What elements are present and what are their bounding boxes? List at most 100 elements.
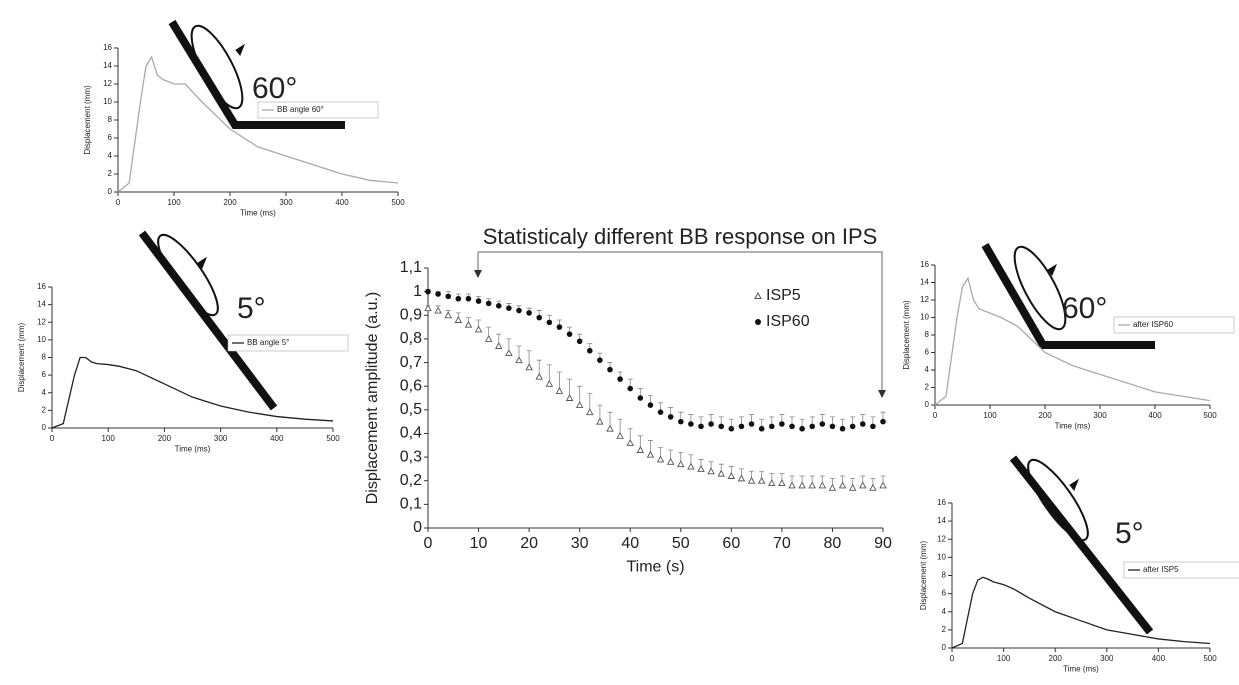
marker: [607, 426, 613, 432]
legend-label: ISP60: [766, 313, 810, 330]
marker: [799, 426, 805, 432]
chart: 02468101214160100200300400500Time (ms)Di…: [83, 43, 405, 218]
legend-label: BB angle 60°: [277, 105, 324, 114]
x-axis-label: Time (ms): [240, 209, 276, 218]
y-tick-label: 0,1: [400, 496, 422, 513]
y-axis-label: Displacement amplitude (a.u.): [364, 292, 381, 505]
marker: [769, 480, 775, 486]
marker: [850, 485, 856, 491]
marker: [850, 424, 856, 430]
marker: [577, 402, 583, 408]
x-tick-label: 90: [874, 535, 892, 552]
marker: [597, 357, 603, 363]
marker: [718, 471, 724, 477]
marker: [729, 426, 735, 432]
x-axis-label: Time (s): [626, 558, 684, 575]
marker: [536, 315, 542, 321]
marker: [749, 478, 755, 484]
x-tick-label: 400: [1148, 411, 1162, 420]
y-tick-label: 8: [108, 115, 113, 124]
x-tick-label: 300: [214, 434, 228, 443]
x-tick-label: 0: [50, 434, 55, 443]
y-tick-label: 12: [920, 295, 929, 304]
y-tick-label: 0,5: [400, 401, 422, 418]
marker: [476, 298, 482, 304]
x-tick-label: 0: [424, 535, 433, 552]
marker: [617, 433, 623, 439]
marker: [486, 336, 492, 342]
x-tick-label: 400: [1152, 654, 1166, 663]
legend-label: BB angle 5°: [247, 338, 289, 347]
marker: [668, 459, 674, 465]
y-tick-label: 0: [413, 519, 422, 536]
y-tick-label: 2: [925, 383, 930, 392]
x-tick-label: 100: [983, 411, 997, 420]
x-tick-label: 50: [672, 535, 690, 552]
marker: [587, 348, 593, 354]
marker: [445, 312, 451, 318]
y-tick-label: 0: [942, 643, 947, 652]
y-tick-label: 0,6: [400, 377, 422, 394]
marker: [759, 478, 765, 484]
marker: [870, 485, 876, 491]
annotation: 5°: [1115, 517, 1144, 550]
x-tick-label: 60: [722, 535, 740, 552]
marker: [627, 440, 633, 446]
x-axis-label: Time (ms): [1055, 422, 1091, 431]
y-axis-label: Displacement (mm): [83, 85, 92, 155]
y-tick-label: 0: [108, 187, 113, 196]
legend-label: after ISP5: [1143, 565, 1179, 574]
marker: [870, 424, 876, 430]
y-tick-label: 10: [937, 552, 946, 561]
marker: [617, 376, 623, 382]
annotation: 5°: [237, 292, 266, 325]
x-tick-label: 300: [1100, 654, 1114, 663]
marker: [789, 424, 795, 430]
y-tick-label: 2: [942, 625, 947, 634]
legend-box: [1114, 317, 1234, 333]
x-tick-label: 40: [621, 535, 639, 552]
x-axis-label: Time (ms): [1063, 665, 1099, 674]
marker: [445, 294, 451, 300]
legend-label: after ISP60: [1133, 320, 1174, 329]
marker: [567, 331, 573, 337]
legend-box: [1124, 562, 1239, 578]
marker: [637, 447, 643, 453]
y-tick-label: 6: [42, 370, 47, 379]
y-tick-label: 6: [942, 589, 947, 598]
marker: [455, 317, 461, 323]
figure: 02468101214160100200300400500Time (ms)Di…: [0, 0, 1239, 685]
x-tick-label: 300: [279, 198, 293, 207]
y-tick-label: 12: [103, 79, 112, 88]
marker: [738, 475, 744, 481]
marker: [536, 374, 542, 380]
x-tick-label: 500: [391, 198, 405, 207]
marker: [557, 324, 563, 330]
x-tick-label: 200: [223, 198, 237, 207]
y-tick-label: 6: [925, 348, 930, 357]
marker: [506, 350, 512, 356]
marker: [435, 308, 441, 314]
marker: [830, 424, 836, 430]
y-tick-label: 2: [42, 405, 47, 414]
y-tick-label: 0,8: [400, 330, 422, 347]
marker: [759, 426, 765, 432]
y-tick-label: 4: [108, 151, 113, 160]
x-tick-label: 500: [1203, 654, 1217, 663]
x-tick-label: 0: [950, 654, 955, 663]
x-axis-label: Time (ms): [175, 445, 211, 454]
marker: [465, 322, 471, 328]
marker: [567, 395, 573, 401]
y-tick-label: 0,9: [400, 306, 422, 323]
y-tick-label: 10: [103, 97, 112, 106]
arrowhead: [1070, 480, 1078, 490]
y-tick-label: 0,7: [400, 354, 422, 371]
y-tick-label: 1,1: [400, 259, 422, 276]
x-tick-label: 100: [102, 434, 116, 443]
x-tick-label: 500: [1203, 411, 1217, 420]
marker: [820, 421, 826, 427]
y-tick-label: 14: [937, 516, 946, 525]
x-tick-label: 30: [571, 535, 589, 552]
marker: [425, 289, 431, 295]
